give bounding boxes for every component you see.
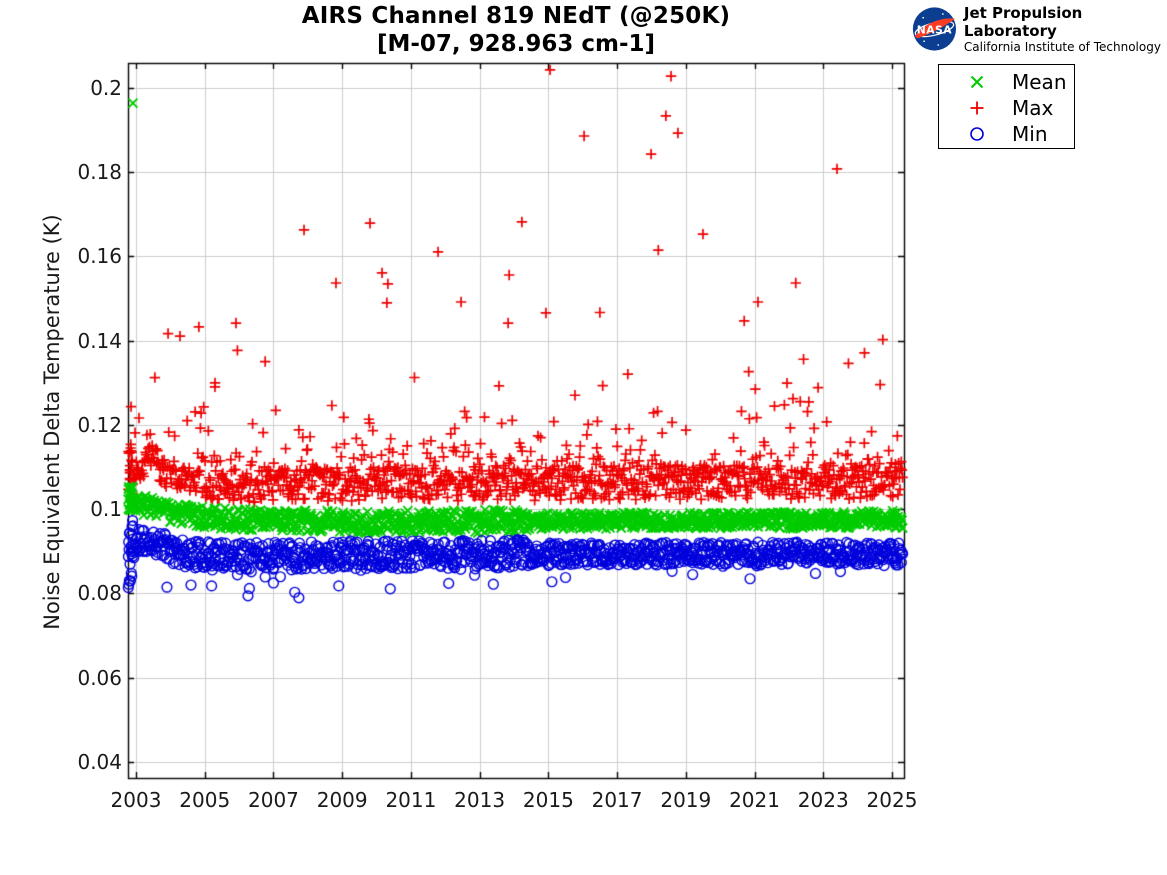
- legend-x-icon: [970, 75, 984, 89]
- x-tick-label: 2015: [522, 788, 574, 812]
- x-tick-label: 2023: [797, 788, 849, 812]
- x-tick-label: 2007: [248, 788, 299, 812]
- y-tick-label: 0.1: [90, 497, 122, 522]
- x-tick-label: 2013: [454, 788, 506, 812]
- y-tick-label: 0.04: [77, 749, 122, 774]
- x-tick-label: 2009: [316, 788, 368, 812]
- y-tick-label: 0.2: [90, 75, 122, 100]
- y-tick-label: 0.08: [77, 581, 122, 606]
- x-tick-label: 2003: [110, 788, 162, 812]
- x-tick-label: 2011: [385, 788, 437, 812]
- legend-label: Mean: [1012, 70, 1067, 94]
- legend: Mean Max Min: [938, 64, 1075, 149]
- y-tick-label: 0.12: [77, 412, 122, 437]
- y-tick-label: 0.16: [77, 244, 122, 269]
- y-tick-label: 0.06: [77, 665, 122, 690]
- x-tick-label: 2005: [179, 788, 231, 812]
- x-tick-label: 2019: [660, 788, 712, 812]
- x-tick-label: 2025: [866, 788, 918, 812]
- legend-circle-icon: [970, 127, 984, 141]
- y-tick-label: 0.18: [77, 160, 122, 185]
- legend-label: Min: [1012, 122, 1048, 146]
- legend-item-max: Max: [939, 95, 1074, 121]
- y-tick-label: 0.14: [77, 328, 122, 353]
- legend-label: Max: [1012, 96, 1054, 120]
- x-tick-label: 2021: [729, 788, 780, 812]
- legend-item-mean: Mean: [939, 69, 1074, 95]
- legend-plus-icon: [970, 101, 984, 115]
- x-tick-label: 2017: [591, 788, 643, 812]
- legend-item-min: Min: [939, 121, 1074, 147]
